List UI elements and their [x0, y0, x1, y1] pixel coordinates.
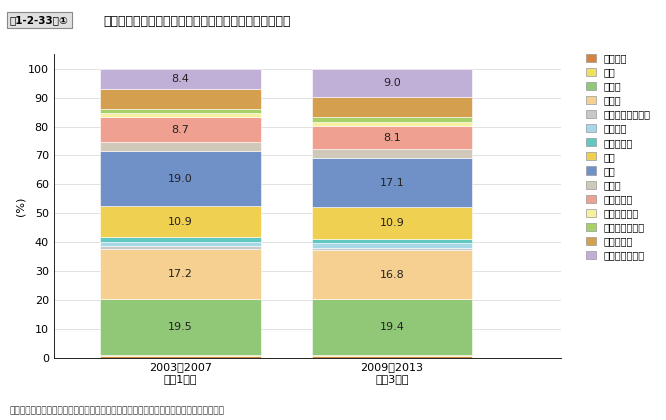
Bar [312, 126, 472, 150]
Y-axis label: (%): (%) [15, 196, 25, 215]
Bar [312, 356, 472, 357]
Bar [312, 250, 472, 299]
Text: 8.7: 8.7 [172, 125, 189, 135]
Text: 8.1: 8.1 [383, 133, 401, 143]
Bar [100, 109, 261, 113]
Bar [100, 249, 261, 299]
Text: 19.0: 19.0 [168, 173, 193, 184]
Text: 10.9: 10.9 [168, 217, 193, 227]
Legend: 農林漁業, 鉱業, 建設業, 製造業, 電気・ガス・水道, 情報通信, 運輸・郵便, 卸売, 小売, 不動産, 宿泊・飲食, 生活サービス, 教育・学習支援, : 農林漁業, 鉱業, 建設業, 製造業, 電気・ガス・水道, 情報通信, 運輸・郵… [586, 53, 651, 260]
Bar [312, 243, 472, 247]
Bar [100, 299, 261, 355]
Bar [312, 355, 472, 356]
Bar [312, 69, 472, 97]
Bar [100, 355, 261, 356]
Bar [312, 150, 472, 158]
Text: 17.1: 17.1 [380, 178, 404, 188]
Bar [100, 151, 261, 206]
Bar [100, 142, 261, 151]
Bar [312, 158, 472, 207]
Text: 資料：独立行政法人経済産業研究所「中小企業の新陳代謝に関する分析に係る委託事業」: 資料：独立行政法人経済産業研究所「中小企業の新陳代謝に関する分析に係る委託事業」 [10, 406, 225, 415]
Bar [312, 207, 472, 239]
Bar [100, 117, 261, 142]
Text: 9.0: 9.0 [383, 78, 401, 88]
Bar [100, 242, 261, 246]
Bar [100, 113, 261, 117]
Text: 16.8: 16.8 [380, 270, 404, 280]
Text: 17.2: 17.2 [168, 269, 193, 279]
Bar [312, 299, 472, 355]
Text: 19.4: 19.4 [380, 322, 404, 332]
Text: 10.9: 10.9 [380, 218, 404, 228]
Bar [100, 89, 261, 109]
Bar [100, 206, 261, 237]
Bar [100, 69, 261, 89]
Text: 8.4: 8.4 [172, 74, 189, 84]
Bar [100, 246, 261, 249]
Bar [100, 237, 261, 242]
Text: 第1-2-33図①: 第1-2-33図① [10, 15, 69, 25]
Bar [312, 117, 472, 122]
Bar [312, 122, 472, 126]
Text: 19.5: 19.5 [168, 322, 193, 332]
Bar [312, 247, 472, 250]
Bar [312, 97, 472, 117]
Bar [100, 356, 261, 357]
Text: プラスの再配分効果をもたらす企業の特徴（業種構成）: プラスの再配分効果をもたらす企業の特徴（業種構成） [103, 15, 291, 28]
Bar [312, 239, 472, 243]
